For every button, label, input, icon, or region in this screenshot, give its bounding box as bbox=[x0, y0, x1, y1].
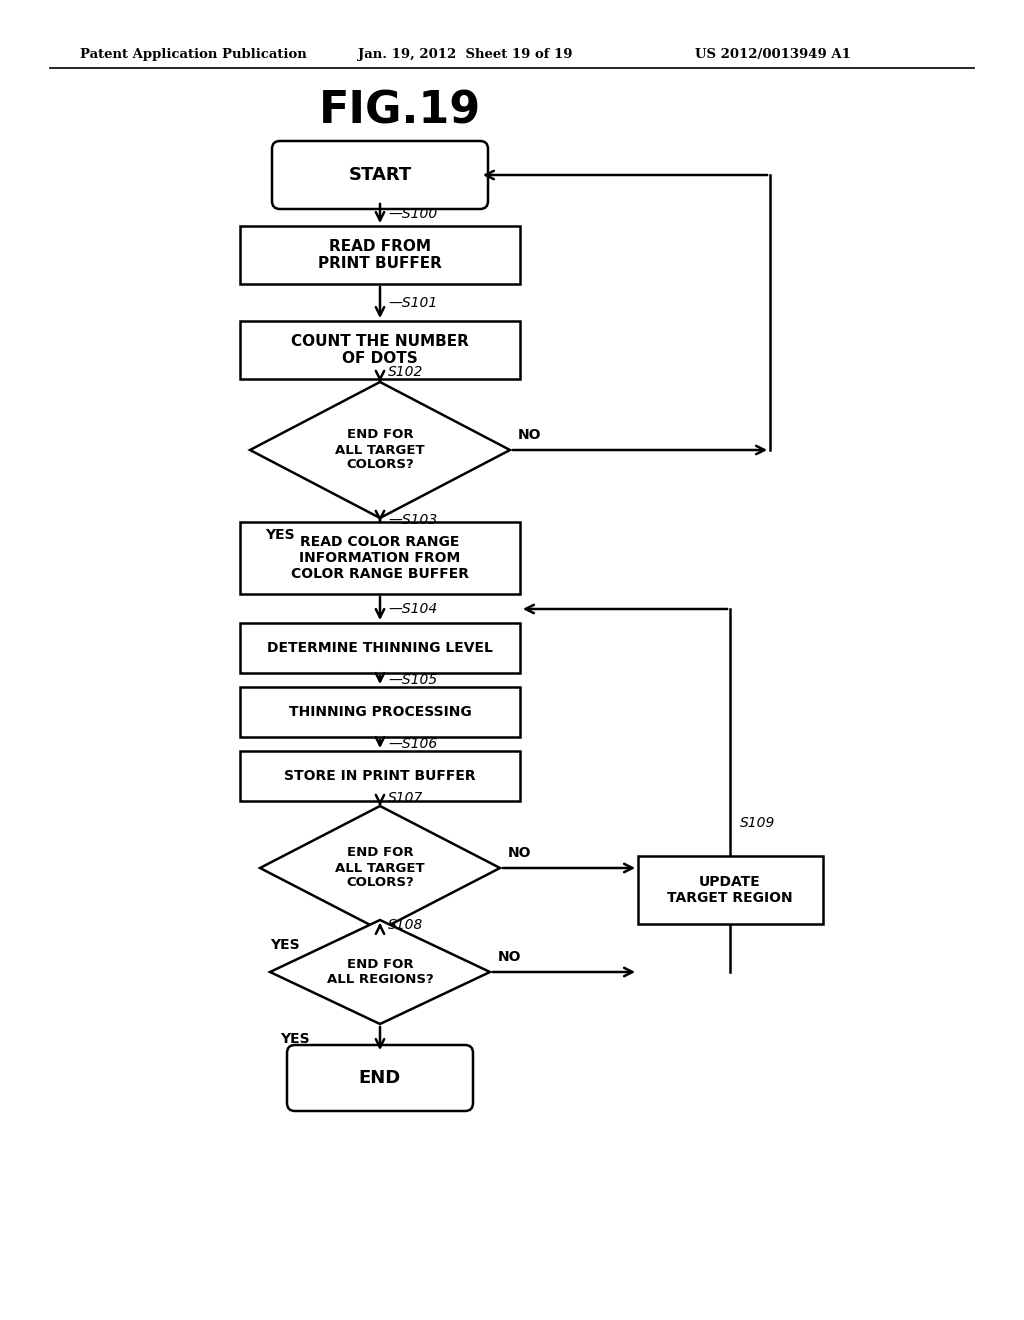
Text: YES: YES bbox=[265, 528, 295, 543]
Text: —S103: —S103 bbox=[388, 513, 437, 527]
Bar bbox=[240, 623, 520, 673]
Text: S107: S107 bbox=[388, 791, 423, 805]
Text: Jan. 19, 2012  Sheet 19 of 19: Jan. 19, 2012 Sheet 19 of 19 bbox=[358, 48, 572, 61]
Text: UPDATE
TARGET REGION: UPDATE TARGET REGION bbox=[668, 875, 793, 906]
Text: —S104: —S104 bbox=[388, 602, 437, 616]
Text: DETERMINE THINNING LEVEL: DETERMINE THINNING LEVEL bbox=[267, 642, 493, 655]
FancyBboxPatch shape bbox=[272, 141, 488, 209]
Text: THINNING PROCESSING: THINNING PROCESSING bbox=[289, 705, 471, 719]
Text: S109: S109 bbox=[740, 816, 775, 830]
Text: READ FROM
PRINT BUFFER: READ FROM PRINT BUFFER bbox=[318, 239, 442, 271]
Polygon shape bbox=[260, 807, 500, 931]
Text: —S101: —S101 bbox=[388, 296, 437, 310]
Text: NO: NO bbox=[508, 846, 531, 861]
Text: YES: YES bbox=[281, 1032, 310, 1045]
FancyBboxPatch shape bbox=[287, 1045, 473, 1111]
Bar bbox=[240, 686, 520, 737]
Text: S102: S102 bbox=[388, 366, 423, 379]
Polygon shape bbox=[250, 381, 510, 517]
Bar bbox=[240, 321, 520, 379]
Text: STORE IN PRINT BUFFER: STORE IN PRINT BUFFER bbox=[285, 770, 476, 783]
Text: —S106: —S106 bbox=[388, 737, 437, 751]
Text: END FOR
ALL TARGET
COLORS?: END FOR ALL TARGET COLORS? bbox=[335, 429, 425, 471]
Text: S108: S108 bbox=[388, 917, 423, 932]
Text: Patent Application Publication: Patent Application Publication bbox=[80, 48, 307, 61]
Bar bbox=[638, 855, 822, 924]
Bar bbox=[240, 226, 520, 284]
Bar bbox=[240, 521, 520, 594]
Bar bbox=[240, 751, 520, 801]
Text: READ COLOR RANGE
INFORMATION FROM
COLOR RANGE BUFFER: READ COLOR RANGE INFORMATION FROM COLOR … bbox=[291, 535, 469, 581]
Text: COUNT THE NUMBER
OF DOTS: COUNT THE NUMBER OF DOTS bbox=[291, 334, 469, 366]
Text: —S105: —S105 bbox=[388, 673, 437, 686]
Text: NO: NO bbox=[498, 950, 521, 964]
Text: START: START bbox=[348, 166, 412, 183]
Text: END: END bbox=[358, 1069, 401, 1086]
Text: —S100: —S100 bbox=[388, 207, 437, 220]
Text: FIG.19: FIG.19 bbox=[318, 90, 481, 133]
Polygon shape bbox=[270, 920, 490, 1024]
Text: END FOR
ALL TARGET
COLORS?: END FOR ALL TARGET COLORS? bbox=[335, 846, 425, 890]
Text: YES: YES bbox=[270, 939, 300, 952]
Text: END FOR
ALL REGIONS?: END FOR ALL REGIONS? bbox=[327, 958, 433, 986]
Text: US 2012/0013949 A1: US 2012/0013949 A1 bbox=[695, 48, 851, 61]
Text: NO: NO bbox=[518, 428, 542, 442]
